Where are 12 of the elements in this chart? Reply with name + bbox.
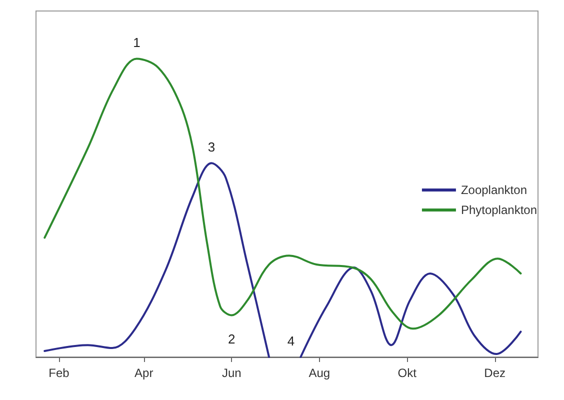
annotation: 3 — [208, 140, 216, 155]
annotation: 1 — [133, 35, 140, 50]
legend-label: Phytoplankton — [460, 203, 538, 217]
x-tick-label: Apr — [134, 366, 154, 380]
x-tick-label: Jun — [222, 366, 242, 380]
x-tick-label: Aug — [308, 366, 330, 380]
annotation: 2 — [228, 332, 236, 347]
x-tick-label: Okt — [398, 366, 418, 380]
legend-label: Zooplankton — [460, 183, 527, 197]
annotation: 4 — [287, 334, 295, 348]
x-tick-label: Dez — [484, 366, 506, 380]
x-tick-label: Feb — [48, 366, 70, 380]
